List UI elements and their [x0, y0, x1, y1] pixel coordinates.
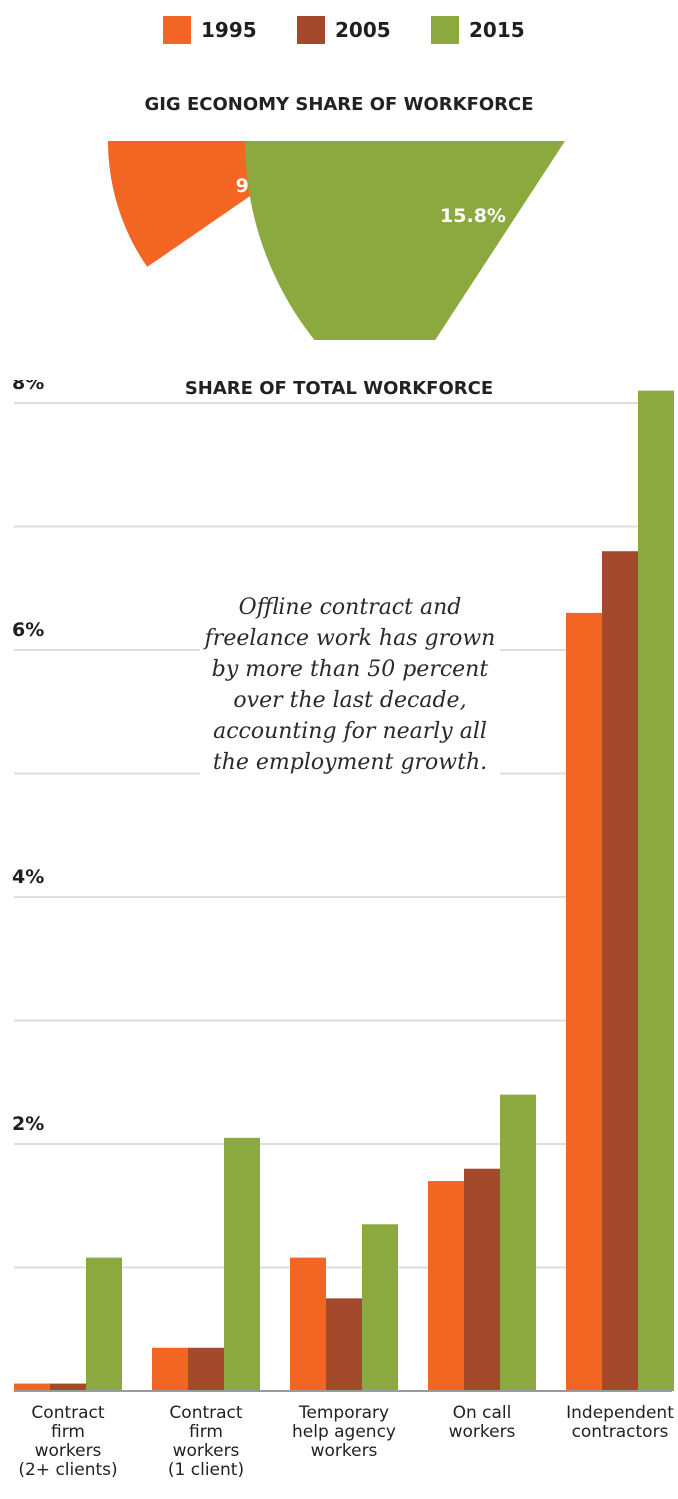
bar-2005-3 — [464, 1168, 500, 1391]
y-tick-label: 8% — [12, 380, 44, 394]
x-category-label: Independent contractors — [566, 1403, 674, 1442]
pie-label-2015: 15.8% — [440, 205, 506, 227]
x-category-label: Temporary help agency workers — [292, 1403, 396, 1461]
y-tick-label: 4% — [12, 866, 44, 888]
legend: 1995 2005 2015 — [0, 14, 678, 54]
bar-1995-1 — [152, 1347, 188, 1391]
bar-2005-2 — [326, 1298, 362, 1391]
bar-2015-0 — [86, 1257, 122, 1391]
chart-annotation: Offline contract and freelance work has … — [200, 590, 500, 780]
gig-economy-pie-chart: 9.6%15.8% — [108, 141, 565, 340]
y-tick-label: 6% — [12, 619, 44, 641]
legend-label-2005: 2005 — [335, 18, 391, 42]
legend-item-1995: 1995 — [163, 14, 257, 46]
bar-2015-2 — [362, 1224, 398, 1391]
bar-2015-1 — [224, 1137, 260, 1391]
y-tick-label: 2% — [12, 1113, 44, 1135]
legend-label-1995: 1995 — [201, 18, 257, 42]
bar-1995-4 — [566, 612, 602, 1391]
pie-slice-2015 — [245, 141, 565, 340]
legend-item-2015: 2015 — [431, 14, 525, 46]
bar-2005-4 — [602, 551, 638, 1391]
legend-item-2005: 2005 — [297, 14, 391, 46]
share-workforce-bar-chart: 2% 4% 6% 8% Contract firm workers (2+ clients) C… — [12, 380, 674, 1480]
legend-swatch-2015 — [431, 16, 459, 44]
bar-1995-2 — [290, 1257, 326, 1391]
x-category-label: On call workers — [449, 1403, 516, 1442]
bar-2015-3 — [500, 1094, 536, 1391]
x-category-label: Contract firm workers (1 client) — [168, 1403, 244, 1480]
bar-2005-0 — [50, 1383, 86, 1391]
legend-swatch-2005 — [297, 16, 325, 44]
legend-label-2015: 2015 — [469, 18, 525, 42]
bar-1995-0 — [14, 1383, 50, 1391]
bar-1995-3 — [428, 1181, 464, 1391]
bar-2015-4 — [638, 390, 674, 1391]
legend-swatch-1995 — [163, 16, 191, 44]
gig-economy-title: GIG ECONOMY SHARE OF WORKFORCE — [144, 94, 534, 115]
x-category-label: Contract firm workers (2+ clients) — [18, 1403, 117, 1480]
bar-2005-1 — [188, 1347, 224, 1391]
share-workforce-title: SHARE OF TOTAL WORKFORCE — [184, 378, 494, 399]
